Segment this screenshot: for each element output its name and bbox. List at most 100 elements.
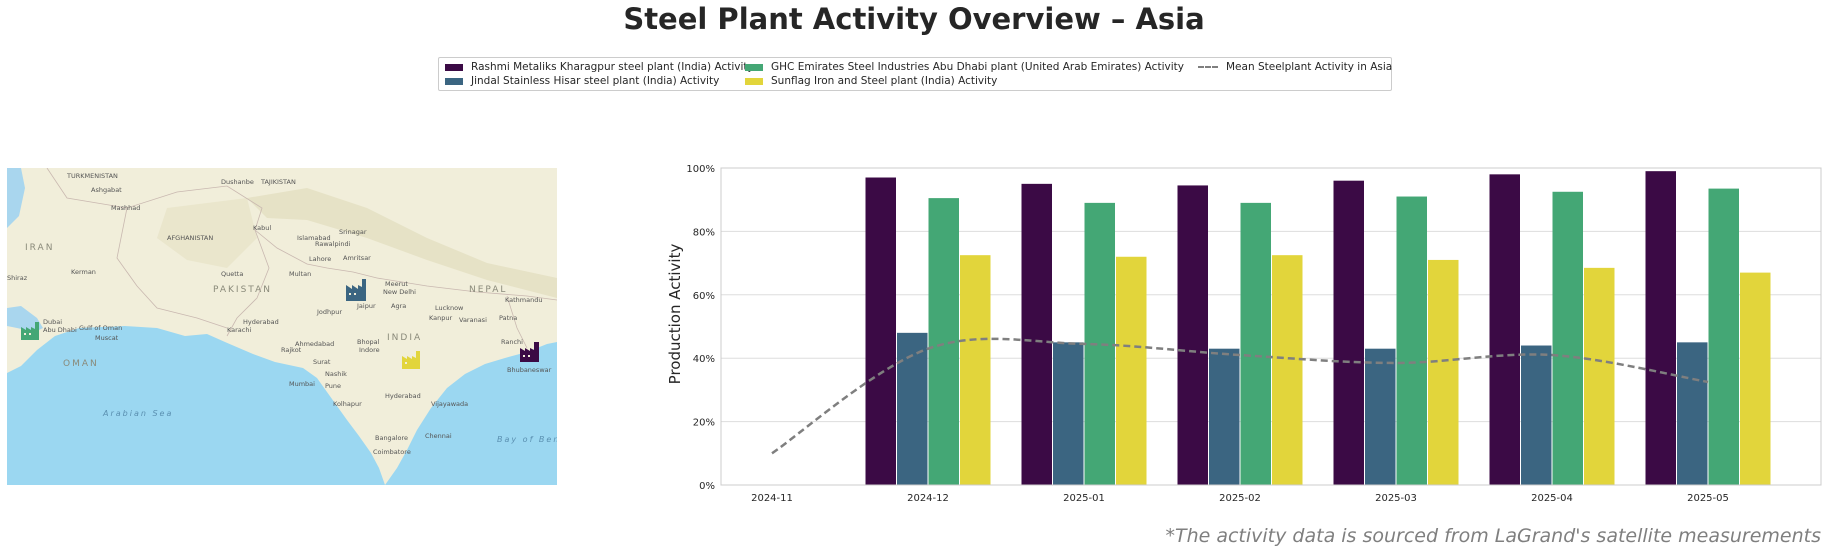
y-tick-label: 40% bbox=[693, 354, 715, 365]
y-tick-label: 0% bbox=[699, 481, 715, 492]
legend-swatch bbox=[445, 77, 463, 85]
bar bbox=[960, 255, 991, 485]
map-label: Kolhapur bbox=[333, 400, 362, 408]
bar bbox=[1365, 348, 1396, 485]
x-tick-label: 2025-01 bbox=[1063, 493, 1105, 504]
legend-item: GHC Emirates Steel Industries Abu Dhabi … bbox=[745, 61, 1184, 73]
factory-window bbox=[29, 333, 31, 335]
bar bbox=[1084, 202, 1115, 485]
map-label: Hyderabad bbox=[243, 318, 279, 326]
source-note: *The activity data is sourced from LaGra… bbox=[1165, 525, 1821, 547]
chart-legend: Rashmi Metaliks Kharagpur steel plant (I… bbox=[438, 57, 1392, 91]
factory-icon[interactable] bbox=[346, 279, 366, 301]
factory-icon-shape bbox=[346, 279, 366, 301]
map-label: Mashhad bbox=[111, 204, 140, 212]
map-label: New Delhi bbox=[383, 288, 416, 296]
map-label: Dushanbe bbox=[221, 178, 254, 186]
map-label: Karachi bbox=[227, 326, 251, 334]
map-label: Agra bbox=[391, 302, 406, 310]
map-label: Rajkot bbox=[281, 346, 302, 354]
legend-swatch bbox=[445, 63, 463, 71]
legend-item: Sunflag Iron and Steel plant (India) Act… bbox=[745, 75, 997, 87]
map-label: Meerut bbox=[385, 280, 408, 288]
map-label: Kerman bbox=[71, 268, 96, 276]
bar bbox=[1428, 259, 1459, 485]
map-label: Rawalpindi bbox=[315, 240, 351, 248]
bar bbox=[1396, 196, 1427, 485]
legend-label: Jindal Stainless Hisar steel plant (Indi… bbox=[471, 75, 720, 87]
map-label: Varanasi bbox=[459, 316, 487, 324]
factory-window bbox=[349, 293, 351, 295]
map-label: Arabian Sea bbox=[102, 409, 173, 418]
bar bbox=[1552, 191, 1583, 485]
map-label: Kabul bbox=[253, 224, 271, 232]
map-label: Quetta bbox=[221, 270, 243, 278]
border-line bbox=[376, 277, 557, 301]
legend-label: Sunflag Iron and Steel plant (India) Act… bbox=[771, 75, 998, 87]
map-label: Vijayawada bbox=[431, 400, 468, 408]
bar bbox=[1209, 348, 1240, 485]
factory-icon[interactable] bbox=[520, 342, 539, 362]
factory-window bbox=[523, 355, 525, 357]
bar bbox=[1677, 342, 1708, 485]
legend-label: Mean Steelplant Activity in Asia bbox=[1226, 61, 1393, 73]
map-label: INDIA bbox=[387, 333, 422, 343]
mean-line-layer bbox=[771, 337, 1709, 455]
map-label: Bhubaneswar bbox=[507, 366, 552, 374]
bar bbox=[1272, 255, 1303, 485]
arabian-sea bbox=[7, 326, 385, 485]
bar bbox=[1489, 174, 1520, 485]
map-label: Lucknow bbox=[435, 304, 464, 312]
bar bbox=[1333, 180, 1364, 485]
map-label: Bangalore bbox=[375, 434, 408, 442]
map-label: Nashik bbox=[325, 370, 347, 378]
plot-frame bbox=[720, 167, 1822, 486]
legend-label: Rashmi Metaliks Kharagpur steel plant (I… bbox=[471, 61, 754, 73]
map-label: Kathmandu bbox=[505, 296, 542, 304]
x-tick-label: 2025-04 bbox=[1531, 493, 1573, 504]
legend-label: GHC Emirates Steel Industries Abu Dhabi … bbox=[771, 61, 1184, 73]
bar bbox=[1240, 202, 1271, 485]
himalaya-shading bbox=[247, 188, 557, 298]
legend-swatch bbox=[745, 63, 763, 71]
factory-window bbox=[24, 333, 26, 335]
x-tick-label: 2025-05 bbox=[1687, 493, 1729, 504]
bar bbox=[1177, 185, 1208, 485]
map-label: NEPAL bbox=[469, 285, 507, 295]
legend-item: Jindal Stainless Hisar steel plant (Indi… bbox=[445, 75, 719, 87]
x-tick-label: 2025-02 bbox=[1219, 493, 1261, 504]
bar bbox=[1740, 272, 1771, 485]
legend-item: Mean Steelplant Activity in Asia bbox=[1198, 61, 1392, 73]
map-label: Islamabad bbox=[297, 234, 331, 242]
y-tick-label: 60% bbox=[693, 291, 715, 302]
map-label: OMAN bbox=[63, 359, 99, 369]
map-label: Multan bbox=[289, 270, 311, 278]
map-label: Patna bbox=[499, 314, 517, 322]
tick-layer: 0% 20% 40% 60% 80% 100% 2024-11 2024-12 2025-01 2… bbox=[686, 164, 1728, 504]
map-label: TAJIKISTAN bbox=[260, 178, 296, 186]
plant-map[interactable]: TURKMENISTAN Ashgabat Mashhad Dushanbe T… bbox=[7, 168, 557, 485]
bar bbox=[1053, 342, 1084, 485]
y-tick-label: 100% bbox=[686, 164, 715, 175]
bar-layer bbox=[865, 171, 1771, 486]
map-label: Shiraz bbox=[7, 274, 28, 282]
map-label: Srinagar bbox=[339, 228, 367, 236]
x-tick-label: 2024-12 bbox=[907, 493, 949, 504]
persian-gulf bbox=[7, 306, 43, 332]
map-label: Surat bbox=[313, 358, 331, 366]
map-label: IRAN bbox=[25, 243, 54, 253]
factory-icon[interactable] bbox=[21, 322, 39, 340]
border-line bbox=[506, 295, 528, 349]
factory-icon[interactable] bbox=[402, 351, 420, 369]
bar bbox=[1021, 183, 1052, 485]
map-label: Coimbatore bbox=[373, 448, 411, 456]
border-line bbox=[116, 207, 228, 329]
hindukush-shading bbox=[157, 198, 257, 268]
map-label: Amritsar bbox=[343, 254, 371, 262]
x-tick-label: 2024-11 bbox=[751, 493, 793, 504]
map-label: Ranchi bbox=[501, 338, 523, 346]
bay-of-bengal bbox=[385, 342, 557, 485]
legend-item: Rashmi Metaliks Kharagpur steel plant (I… bbox=[445, 61, 754, 73]
y-axis-label: Production Activity bbox=[666, 244, 684, 385]
map-label: Chennai bbox=[425, 432, 452, 440]
